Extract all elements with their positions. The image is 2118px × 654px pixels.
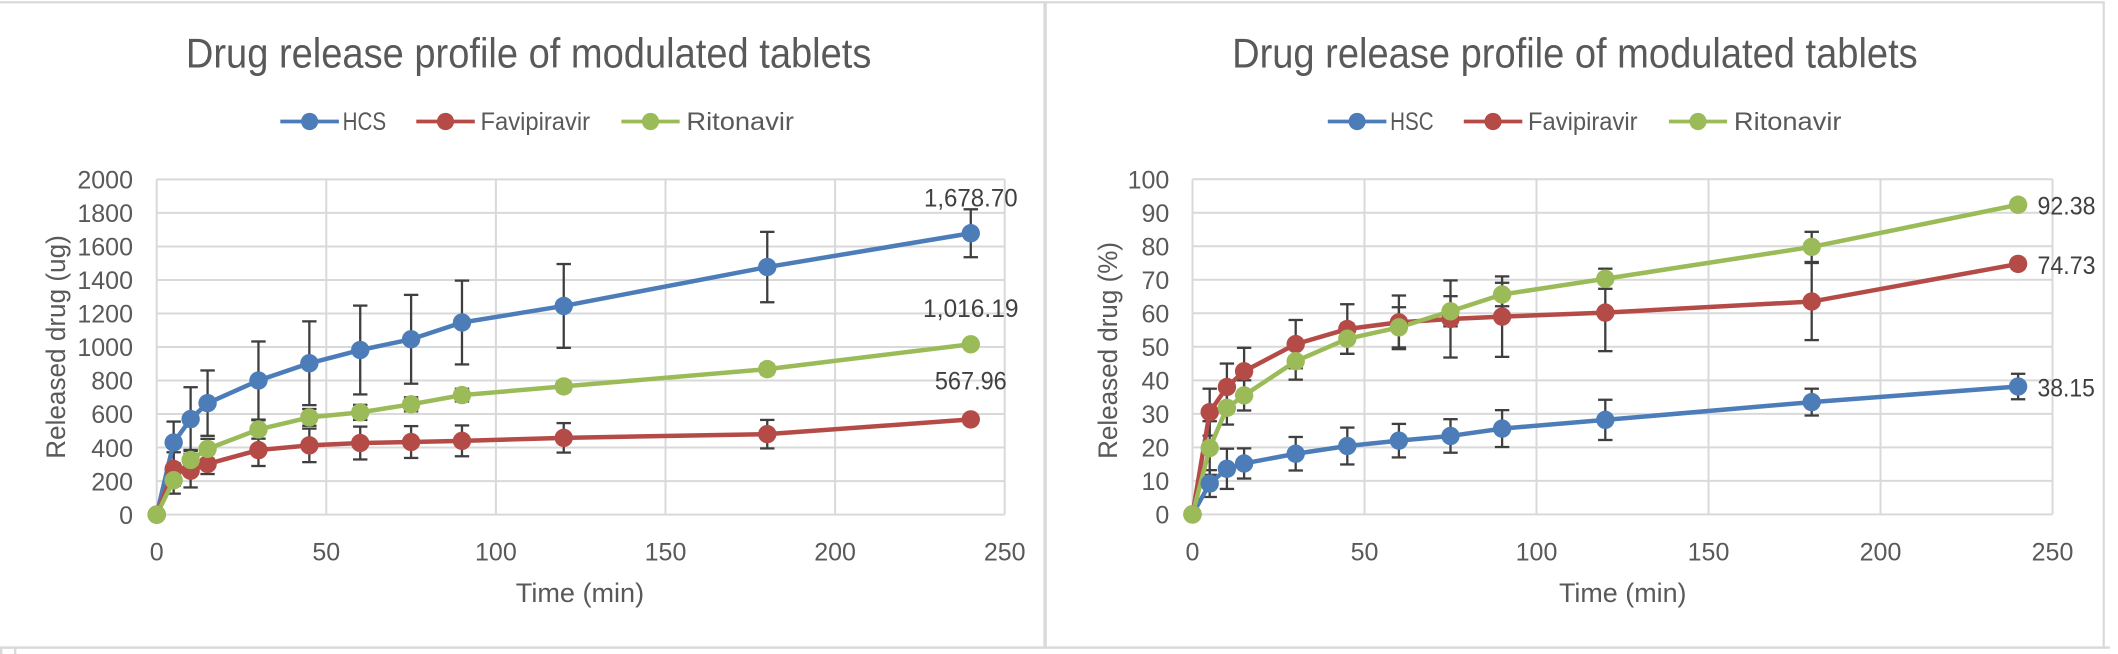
svg-text:200: 200 bbox=[814, 539, 856, 567]
svg-text:1200: 1200 bbox=[77, 301, 133, 329]
svg-text:74.73: 74.73 bbox=[2038, 252, 2096, 280]
svg-text:80: 80 bbox=[1141, 233, 1169, 261]
svg-text:400: 400 bbox=[91, 435, 133, 463]
svg-text:60: 60 bbox=[1141, 301, 1169, 329]
svg-text:100: 100 bbox=[475, 539, 517, 567]
svg-text:1600: 1600 bbox=[77, 234, 133, 262]
svg-text:Favipiravir: Favipiravir bbox=[481, 108, 591, 136]
svg-text:200: 200 bbox=[91, 468, 133, 496]
svg-text:1,016.19: 1,016.19 bbox=[923, 295, 1019, 323]
svg-text:1,678.70: 1,678.70 bbox=[924, 184, 1018, 212]
svg-text:800: 800 bbox=[91, 368, 133, 396]
svg-text:20: 20 bbox=[1141, 435, 1169, 463]
svg-text:Ritonavir: Ritonavir bbox=[686, 108, 794, 136]
svg-text:1000: 1000 bbox=[77, 334, 133, 362]
svg-text:200: 200 bbox=[1860, 539, 1902, 567]
svg-text:1800: 1800 bbox=[77, 200, 133, 228]
svg-text:Ritonavir: Ritonavir bbox=[1734, 108, 1842, 136]
svg-text:Drug release profile of modula: Drug release profile of modulated tablet… bbox=[186, 30, 872, 77]
svg-text:Released drug (ug): Released drug (ug) bbox=[41, 235, 71, 459]
svg-text:50: 50 bbox=[1351, 539, 1379, 567]
svg-text:Released drug (%): Released drug (%) bbox=[1093, 242, 1123, 459]
svg-text:250: 250 bbox=[2032, 539, 2074, 567]
svg-text:92.38: 92.38 bbox=[2038, 193, 2096, 221]
svg-text:Time (min): Time (min) bbox=[516, 578, 644, 608]
svg-text:150: 150 bbox=[1688, 539, 1730, 567]
svg-text:HSC: HSC bbox=[1390, 108, 1434, 136]
svg-text:2000: 2000 bbox=[77, 167, 133, 195]
svg-text:70: 70 bbox=[1141, 267, 1169, 295]
svg-text:0: 0 bbox=[1155, 502, 1169, 530]
svg-text:150: 150 bbox=[645, 539, 687, 567]
svg-text:38.15: 38.15 bbox=[2038, 375, 2095, 403]
svg-text:600: 600 bbox=[91, 401, 133, 429]
svg-text:0: 0 bbox=[150, 539, 164, 567]
svg-text:100: 100 bbox=[1516, 539, 1558, 567]
svg-text:50: 50 bbox=[312, 539, 340, 567]
svg-text:Drug release profile of modula: Drug release profile of modulated tablet… bbox=[1232, 30, 1918, 77]
svg-text:30: 30 bbox=[1141, 401, 1169, 429]
svg-text:10: 10 bbox=[1141, 468, 1169, 496]
svg-text:1400: 1400 bbox=[77, 267, 133, 295]
svg-text:50: 50 bbox=[1141, 334, 1169, 362]
svg-text:0: 0 bbox=[1186, 539, 1200, 567]
svg-text:Favipiravir: Favipiravir bbox=[1528, 108, 1638, 136]
svg-text:100: 100 bbox=[1128, 166, 1170, 194]
svg-text:HCS: HCS bbox=[343, 108, 387, 136]
svg-text:Time (min): Time (min) bbox=[1559, 578, 1687, 608]
svg-text:567.96: 567.96 bbox=[935, 368, 1007, 396]
svg-text:90: 90 bbox=[1141, 200, 1169, 228]
svg-text:40: 40 bbox=[1141, 368, 1169, 396]
svg-text:0: 0 bbox=[119, 502, 133, 530]
svg-text:250: 250 bbox=[984, 539, 1026, 567]
